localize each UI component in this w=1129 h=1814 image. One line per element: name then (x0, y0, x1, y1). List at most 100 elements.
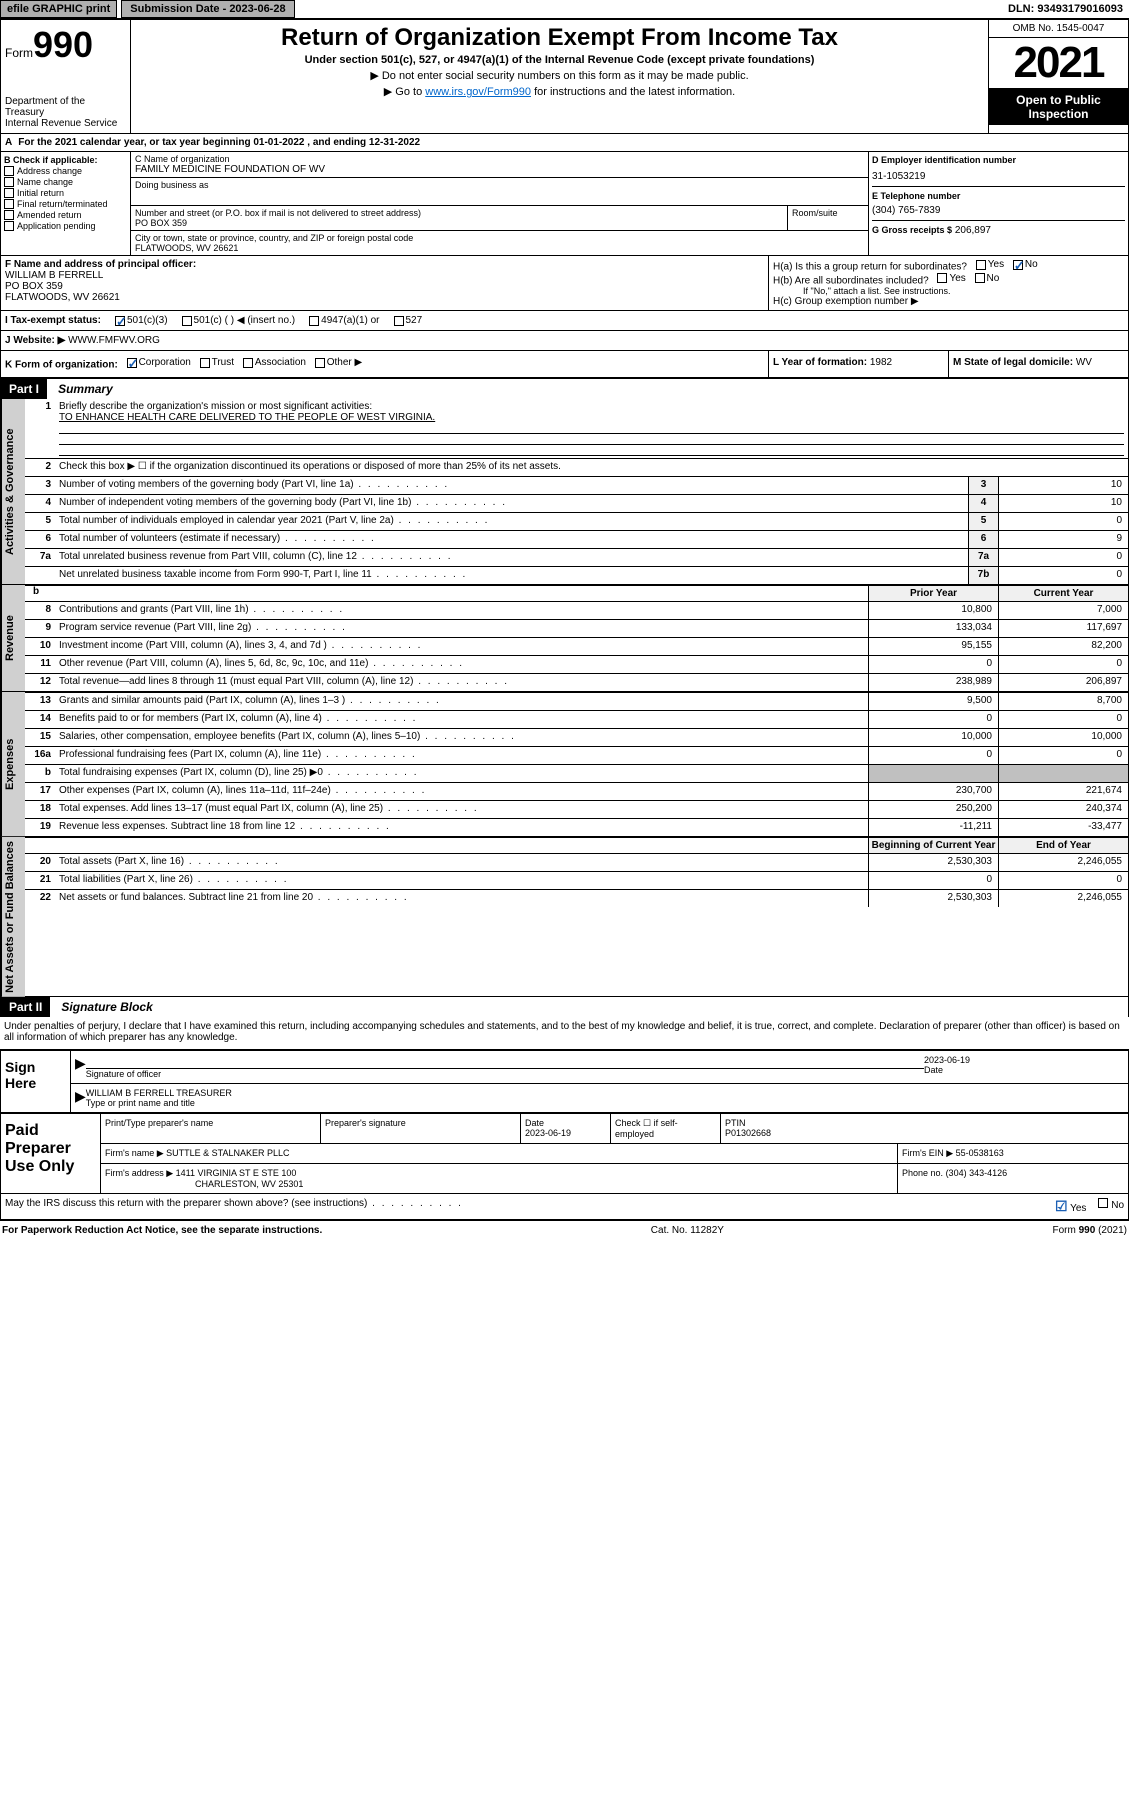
chk-label: Name change (17, 177, 73, 187)
irs-label: Internal Revenue Service (5, 118, 126, 129)
h-group-return: H(a) Is this a group return for subordin… (768, 256, 1128, 310)
current-year-header: Current Year (998, 586, 1128, 601)
signature-officer: Signature of officer (86, 1055, 924, 1079)
chk-4947[interactable]: 4947(a)(1) or (309, 315, 379, 326)
vtab-governance: Activities & Governance (1, 399, 25, 584)
discuss-yes[interactable]: ☑ Yes (1055, 1198, 1086, 1215)
efile-badge[interactable]: efile GRAPHIC print (0, 0, 117, 18)
form-subtitle: Under section 501(c), 527, or 4947(a)(1)… (139, 54, 980, 66)
chk-association[interactable]: Association (243, 357, 306, 368)
ha-yes[interactable]: Yes (976, 259, 1004, 270)
arrow-icon: ▶ (75, 1088, 86, 1108)
goto-note: ▶ Go to www.irs.gov/Form990 for instruct… (139, 85, 980, 98)
phone-value: (304) 343-4126 (946, 1168, 1008, 1178)
line-num: 13 (25, 693, 55, 710)
chk-trust[interactable]: Trust (200, 357, 234, 368)
prior-year-value: 95,155 (868, 638, 998, 655)
header-mid: Return of Organization Exempt From Incom… (131, 20, 988, 133)
prior-year-value: 0 (868, 872, 998, 889)
hb-no[interactable]: No (975, 273, 1000, 284)
tax-exempt-status-row: I Tax-exempt status: 501(c)(3) 501(c) ( … (0, 311, 1129, 331)
self-employed-check[interactable]: Check ☐ if self-employed (611, 1114, 721, 1143)
row-a-tax-year: A For the 2021 calendar year, or tax yea… (0, 134, 1129, 152)
line-num: 11 (25, 656, 55, 673)
page-footer: For Paperwork Reduction Act Notice, see … (0, 1220, 1129, 1240)
sign-here-label: Sign Here (1, 1051, 71, 1112)
prior-year-value: 9,500 (868, 693, 998, 710)
addr-street: Number and street (or P.O. box if mail i… (131, 206, 788, 230)
ha-no[interactable]: No (1013, 259, 1038, 270)
part-2-badge: Part II (1, 997, 50, 1017)
table-row: 18 Total expenses. Add lines 13–17 (must… (25, 800, 1128, 818)
org-name-label: C Name of organization (135, 154, 864, 164)
ptin-label: PTIN (725, 1118, 1124, 1128)
chk-address-change[interactable]: Address change (4, 166, 127, 176)
line-num: 21 (25, 872, 55, 889)
fh-block: F Name and address of principal officer:… (0, 256, 1129, 311)
tax-year: 2021 (989, 38, 1128, 89)
irs-link[interactable]: www.irs.gov/Form990 (425, 86, 531, 98)
firm-name-cell: Firm's name ▶ SUTTLE & STALNAKER PLLC (101, 1144, 898, 1163)
line-num: 14 (25, 711, 55, 728)
prior-year-value: 0 (868, 711, 998, 728)
omb-number: OMB No. 1545-0047 (989, 20, 1128, 38)
line-num: 22 (25, 890, 55, 907)
mission-text: TO ENHANCE HEALTH CARE DELIVERED TO THE … (59, 412, 435, 423)
addr-label: Number and street (or P.O. box if mail i… (135, 208, 783, 218)
chk-name-change[interactable]: Name change (4, 177, 127, 187)
line-num (25, 567, 55, 584)
table-row: b Total fundraising expenses (Part IX, c… (25, 764, 1128, 782)
city-block: City or town, state or province, country… (131, 231, 868, 255)
part-1-badge: Part I (1, 379, 47, 399)
hb-yes[interactable]: Yes (937, 273, 965, 284)
row-b-marker: b (25, 586, 39, 597)
current-year-value: 2,246,055 (998, 854, 1128, 871)
line-num: 15 (25, 729, 55, 746)
chk-label: Amended return (17, 210, 82, 220)
line-num: 3 (25, 477, 55, 494)
header-left: Form990 Department of the Treasury Inter… (1, 20, 131, 133)
line-desc: Benefits paid to or for members (Part IX… (55, 711, 868, 728)
l-label: L Year of formation: (773, 357, 867, 368)
chk-label: Final return/terminated (17, 199, 108, 209)
officer-addr2: FLATWOODS, WV 26621 (5, 292, 764, 303)
discuss-no[interactable]: No (1098, 1198, 1124, 1215)
chk-501c3[interactable]: 501(c)(3) (115, 315, 168, 326)
m-label: M State of legal domicile: (953, 357, 1073, 368)
chk-other[interactable]: Other ▶ (315, 357, 362, 368)
prep-date-value: 2023-06-19 (525, 1128, 606, 1138)
line-desc: Net assets or fund balances. Subtract li… (55, 890, 868, 907)
chk-corporation[interactable]: Corporation (127, 357, 191, 368)
prior-year-value: 2,530,303 (868, 890, 998, 907)
chk-final-return[interactable]: Final return/terminated (4, 199, 127, 209)
form-num-big: 990 (33, 24, 93, 65)
dln: DLN: 93493179016093 (1002, 1, 1129, 17)
form-header: Form990 Department of the Treasury Inter… (0, 19, 1129, 134)
beginning-year-header: Beginning of Current Year (868, 838, 998, 853)
table-row: Net unrelated business taxable income fr… (25, 566, 1128, 584)
addr-block: Number and street (or P.O. box if mail i… (131, 206, 868, 231)
line-desc: Professional fundraising fees (Part IX, … (55, 747, 868, 764)
line-num: 9 (25, 620, 55, 637)
table-row: 3 Number of voting members of the govern… (25, 476, 1128, 494)
prior-year-value: 230,700 (868, 783, 998, 800)
table-row: 9 Program service revenue (Part VIII, li… (25, 619, 1128, 637)
chk-527[interactable]: 527 (394, 315, 423, 326)
line-desc: Grants and similar amounts paid (Part IX… (55, 693, 868, 710)
printed-name: WILLIAM B FERRELL TREASURER Type or prin… (86, 1088, 1124, 1108)
table-row: 16a Professional fundraising fees (Part … (25, 746, 1128, 764)
gross-value: 206,897 (955, 225, 991, 236)
tel-section: E Telephone number (304) 765-7839 (872, 186, 1125, 216)
chk-501c[interactable]: 501(c) ( ) ◀ (insert no.) (182, 315, 296, 326)
chk-application-pending[interactable]: Application pending (4, 221, 127, 231)
dba-label: Doing business as (135, 180, 864, 190)
form-prefix: Form (5, 46, 33, 60)
table-row: 12 Total revenue—add lines 8 through 11 … (25, 673, 1128, 691)
line-value: 10 (998, 477, 1128, 494)
line-num: 17 (25, 783, 55, 800)
chk-amended-return[interactable]: Amended return (4, 210, 127, 220)
chk-initial-return[interactable]: Initial return (4, 188, 127, 198)
vtab-expenses: Expenses (1, 692, 25, 836)
mission-label: Briefly describe the organization's miss… (59, 401, 372, 412)
perjury-declaration: Under penalties of perjury, I declare th… (0, 1017, 1129, 1047)
